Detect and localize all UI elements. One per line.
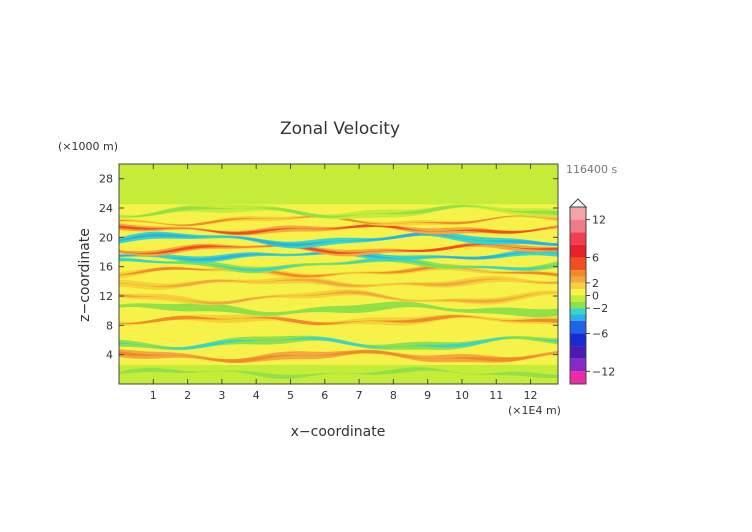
- y-axis-ticks: 4 8 12 16 20 24 28: [99, 173, 558, 362]
- colorbar-tick-label: −6: [592, 327, 608, 340]
- colorbar-level: [570, 358, 586, 372]
- colorbar-level: [570, 333, 586, 347]
- colorbar-level: [570, 276, 586, 283]
- velocity-band-core: [119, 337, 558, 350]
- x-tick-label: 1: [150, 389, 157, 402]
- x-unit-label: (×1E4 m): [508, 404, 561, 417]
- velocity-band-core: [119, 349, 558, 363]
- x-tick-label: 9: [424, 389, 431, 402]
- velocity-band-core: [119, 243, 558, 255]
- velocity-band-core: [119, 278, 558, 288]
- y-tick-label: 24: [99, 202, 113, 215]
- y-tick-label: 8: [106, 319, 113, 332]
- y-unit-label: (×1000 m): [58, 140, 118, 153]
- velocity-band-core: [119, 367, 558, 379]
- colorbar-level: [570, 219, 586, 233]
- colorbar-level: [570, 282, 586, 290]
- x-tick-label: 3: [218, 389, 225, 402]
- x-tick-label: 2: [184, 389, 191, 402]
- velocity-band-outer: [119, 255, 558, 274]
- x-tick-label: 11: [489, 389, 503, 402]
- y-tick-label: 16: [99, 261, 113, 274]
- y-tick-label: 4: [106, 349, 113, 362]
- colorbar-level: [570, 270, 586, 277]
- colorbar-tick-label: −12: [592, 365, 615, 378]
- colorbar-tick-label: 6: [592, 252, 599, 265]
- x-tick-label: 8: [390, 389, 397, 402]
- x-tick-label: 4: [253, 389, 260, 402]
- x-axis-label: x−coordinate: [291, 424, 386, 440]
- velocity-band-outer: [119, 241, 558, 257]
- colorbar-tick-label: −2: [592, 302, 608, 315]
- colorbar-extend-arrow: [568, 198, 588, 208]
- colorbar-level: [570, 289, 586, 296]
- chart-title: Zonal Velocity: [280, 119, 400, 139]
- colorbar-level: [570, 244, 586, 258]
- velocity-band-core: [119, 232, 558, 247]
- colorbar-level: [570, 257, 586, 271]
- velocity-band-outer: [119, 248, 558, 263]
- contour-field: [119, 164, 558, 384]
- colorbar: 12 6 20−2 −6 −12: [568, 198, 615, 385]
- field-upper-region: [119, 164, 558, 205]
- velocity-band-outer: [119, 365, 558, 381]
- colorbar-tick-label: 12: [592, 214, 606, 227]
- x-tick-label: 7: [356, 389, 363, 402]
- colorbar-level: [570, 314, 586, 321]
- velocity-band-core: [119, 315, 558, 326]
- velocity-band-core: [119, 250, 558, 261]
- velocity-band-core: [119, 224, 558, 235]
- x-tick-label: 10: [455, 389, 469, 402]
- x-tick-label: 5: [287, 389, 294, 402]
- x-tick-label: 6: [321, 389, 328, 402]
- y-tick-label: 12: [99, 290, 113, 303]
- colorbar-level: [570, 207, 586, 220]
- x-tick-label: 12: [524, 389, 538, 402]
- colorbar-level: [570, 232, 586, 245]
- y-tick-label: 20: [99, 231, 113, 244]
- x-axis-ticks: 1 2 3 4 5 6 7 8 9 10 11 12: [150, 164, 538, 402]
- colorbar-level: [570, 346, 586, 359]
- colorbar-tick-label: 0: [592, 290, 599, 303]
- colorbar-level: [570, 301, 586, 309]
- colorbar-level: [570, 371, 586, 384]
- velocity-band-core: [119, 302, 558, 316]
- y-axis-label: z−coordinate: [77, 228, 93, 322]
- time-label: 116400 s: [566, 163, 617, 176]
- velocity-band-core: [119, 257, 558, 272]
- colorbar-level: [570, 295, 586, 302]
- velocity-band-core: [119, 205, 558, 218]
- y-tick-label: 28: [99, 173, 113, 186]
- colorbar-level: [570, 308, 586, 315]
- colorbar-level: [570, 320, 586, 334]
- colorbar-tick-label: 2: [592, 277, 599, 290]
- velocity-band-core: [119, 290, 558, 305]
- velocity-band-core: [119, 215, 558, 226]
- plot-frame: [118, 163, 559, 385]
